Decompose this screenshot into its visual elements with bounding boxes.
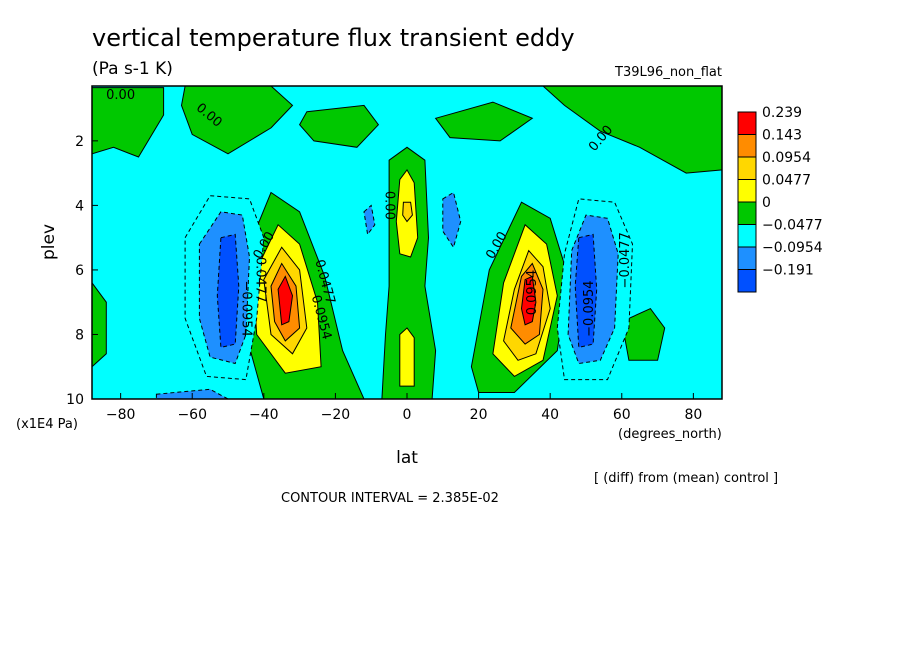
colorbar-swatch — [737, 269, 757, 293]
contour-region-small-negative-left — [363, 204, 376, 236]
y-tick-label: 4 — [75, 198, 84, 214]
y-tick-label: 10 — [66, 392, 84, 408]
x-tick-label: 60 — [613, 407, 631, 423]
x-axis-label: lat — [396, 448, 418, 468]
x-tick-label: 0 — [403, 407, 412, 423]
chart-units: (Pa s-1 K) — [92, 59, 173, 79]
colorbar-swatch — [737, 179, 757, 203]
y-axis-units: (x1E4 Pa) — [16, 417, 78, 432]
x-tick-label: −60 — [177, 407, 207, 423]
contour-label: −0.0954 — [582, 280, 597, 336]
contour-label: 0.0477 — [253, 257, 268, 303]
contour-region-equator-positive — [381, 146, 437, 400]
colorbar: 0.239 0.143 0.0954 0.0477 0 −0.0477 −0.0954 −0.… — [737, 105, 823, 293]
contour-region-equator-positive-l2-lower — [399, 327, 415, 387]
plot-area: 0.000.000.000.000.00 0.000.0477−0.0954 0.0… — [91, 85, 723, 400]
colorbar-swatch — [737, 224, 757, 248]
y-axis: 2 4 6 8 10 — [66, 134, 98, 408]
y-axis-label: plev — [39, 224, 59, 260]
x-tick-label: −20 — [321, 407, 351, 423]
x-tick-label: −40 — [249, 407, 279, 423]
x-axis-units: (degrees_north) — [618, 427, 722, 442]
colorbar-label: 0.0954 — [762, 150, 811, 166]
colorbar-label: 0 — [762, 195, 771, 211]
colorbar-label: −0.0477 — [762, 218, 823, 234]
footer-note: [ (diff) from (mean) control ] — [594, 471, 778, 486]
contour-region-strat-positive-center — [298, 104, 380, 148]
colorbar-swatch — [737, 246, 757, 270]
contour-interval: CONTOUR INTERVAL = 2.385E-02 — [281, 491, 499, 506]
colorbar-swatch — [737, 111, 757, 135]
colorbar-label: 0.0477 — [762, 173, 811, 189]
contour-region-strat-positive-right-mid — [434, 101, 534, 142]
contour-label: −0.0477 — [618, 232, 633, 288]
run-label: T39L96_non_flat — [614, 65, 722, 80]
contour-label: 0.00 — [382, 191, 397, 220]
colorbar-label: 0.143 — [762, 128, 802, 144]
x-tick-label: 80 — [684, 407, 702, 423]
contour-label: −0.0954 — [238, 280, 253, 336]
colorbar-label: −0.191 — [762, 263, 814, 279]
y-tick-label: 6 — [75, 263, 84, 279]
chart-title: vertical temperature flux transient eddy — [92, 24, 575, 52]
y-tick-label: 8 — [75, 327, 84, 343]
contour-region-equator-positive-core-upper — [402, 201, 413, 223]
contour-label: 0.00 — [106, 88, 135, 103]
contour-region-trough-negative-south-core — [216, 233, 240, 349]
contour-regions — [91, 85, 723, 400]
contour-region-small-negative-right — [442, 191, 462, 249]
x-tick-label: −80 — [106, 407, 136, 423]
colorbar-label: −0.0954 — [762, 240, 823, 256]
contour-region-jet-positive-south-core — [277, 275, 294, 326]
colorbar-swatch — [737, 201, 757, 225]
contour-region-jet-positive-north-core — [520, 275, 537, 326]
contour-label: 0.0954 — [525, 270, 540, 316]
contour-region-trough-negative-north-core — [574, 233, 598, 349]
colorbar-swatch — [737, 156, 757, 180]
x-tick-label: 40 — [541, 407, 559, 423]
y-tick-label: 2 — [75, 134, 84, 150]
x-tick-label: 20 — [470, 407, 488, 423]
x-axis: −80 −60 −40 −20 0 20 40 60 80 — [106, 393, 702, 423]
contour-region-surface-positive-mid — [621, 307, 666, 361]
colorbar-label: 0.239 — [762, 105, 802, 121]
colorbar-swatch — [737, 134, 757, 158]
contour-region-strat-positive-left-mid — [180, 85, 294, 155]
